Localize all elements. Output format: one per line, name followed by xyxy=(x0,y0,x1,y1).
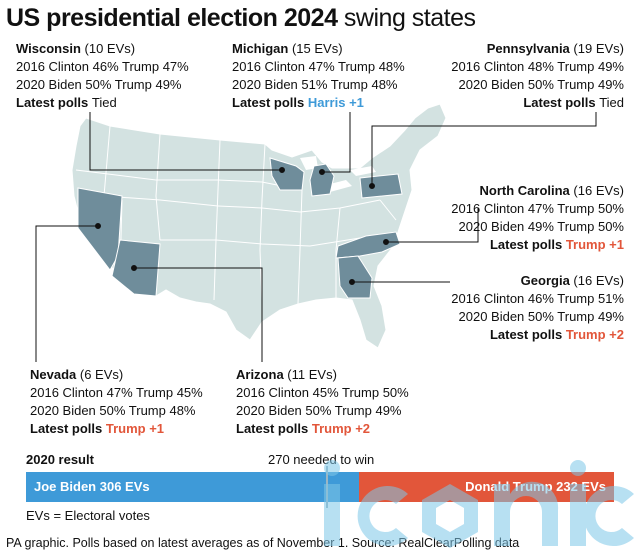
north-carolina-callout: North Carolina (16 EVs) 2016 Clinton 47%… xyxy=(451,182,624,254)
georgia-2016: 2016 Clinton 46% Trump 51% xyxy=(451,291,624,306)
leader-arizona xyxy=(134,267,263,362)
leader-lines xyxy=(35,112,597,362)
result-bar: Joe Biden 306 EVs Donald Trump 232 EVs xyxy=(26,472,614,502)
arizona-2016: 2016 Clinton 45% Trump 50% xyxy=(236,385,409,400)
wisconsin-polls: Latest polls Tied xyxy=(16,95,117,110)
legend-evs: EVs = Electoral votes xyxy=(26,508,150,523)
title-sub: swing states xyxy=(337,4,476,32)
leader-wisconsin xyxy=(89,112,282,171)
nevada-callout: Nevada (6 EVs) 2016 Clinton 47% Trump 45… xyxy=(30,366,203,438)
georgia-polls: Latest polls Trump +2 xyxy=(489,327,624,342)
arizona-callout: Arizona (11 EVs) 2016 Clinton 45% Trump … xyxy=(236,366,409,438)
north-carolina-2016: 2016 Clinton 47% Trump 50% xyxy=(451,201,624,216)
michigan-polls: Latest polls Harris +1 xyxy=(232,95,364,110)
arizona-polls: Latest polls Trump +2 xyxy=(236,421,371,436)
nevada-polls: Latest polls Trump +1 xyxy=(30,421,165,436)
page-title: US presidential election 2024 swing stat… xyxy=(6,4,476,33)
arizona-2020: 2020 Biden 50% Trump 49% xyxy=(236,403,402,418)
north-carolina-polls: Latest polls Trump +1 xyxy=(489,237,624,252)
wisconsin-2016: 2016 Clinton 46% Trump 47% xyxy=(16,59,189,74)
iconic-watermark-logo xyxy=(324,460,634,548)
georgia-callout: Georgia (16 EVs) 2016 Clinton 46% Trump … xyxy=(451,272,624,344)
dot-michigan xyxy=(319,169,325,175)
georgia-2020: 2020 Biden 50% Trump 49% xyxy=(458,309,625,324)
title-main: US presidential election 2024 xyxy=(6,4,338,32)
nevada-2020: 2020 Biden 50% Trump 48% xyxy=(30,403,196,418)
pennsylvania-heading: Pennsylvania (19 EVs) xyxy=(486,41,624,56)
great-lakes xyxy=(300,156,376,192)
nevada-heading: Nevada (6 EVs) xyxy=(30,367,124,382)
north-carolina-heading: North Carolina (16 EVs) xyxy=(479,183,625,198)
pennsylvania-2016: 2016 Clinton 48% Trump 49% xyxy=(451,59,624,74)
dot-north-carolina xyxy=(383,239,389,245)
state-nevada xyxy=(77,187,123,271)
georgia-heading: Georgia (16 EVs) xyxy=(520,273,624,288)
wisconsin-2020: 2020 Biden 50% Trump 49% xyxy=(16,77,182,92)
dot-wisconsin xyxy=(279,167,285,173)
pennsylvania-callout: Pennsylvania (19 EVs) 2016 Clinton 48% T… xyxy=(451,40,624,112)
arizona-heading: Arizona (11 EVs) xyxy=(236,367,337,382)
leader-michigan xyxy=(322,112,351,173)
state-georgia xyxy=(337,255,373,299)
pennsylvania-polls: Latest polls Tied xyxy=(523,95,624,110)
dot-arizona xyxy=(131,265,137,271)
michigan-2016: 2016 Clinton 47% Trump 48% xyxy=(232,59,405,74)
leader-pennsylvania xyxy=(371,112,597,186)
dot-georgia xyxy=(349,279,355,285)
dot-pennsylvania xyxy=(369,183,375,189)
leader-north-carolina xyxy=(386,208,479,243)
state-wisconsin xyxy=(269,157,305,191)
wisconsin-callout: Wisconsin (10 EVs) 2016 Clinton 46% Trum… xyxy=(16,40,189,112)
us-mainland-shape xyxy=(71,103,447,349)
leader-nevada xyxy=(35,225,98,362)
result-title: 2020 result xyxy=(26,452,94,467)
state-pennsylvania xyxy=(359,173,403,199)
michigan-heading: Michigan (15 EVs) xyxy=(232,41,343,56)
dot-nevada xyxy=(95,223,101,229)
michigan-callout: Michigan (15 EVs) 2016 Clinton 47% Trump… xyxy=(232,40,405,112)
michigan-2020: 2020 Biden 51% Trump 48% xyxy=(232,77,398,92)
wisconsin-heading: Wisconsin (10 EVs) xyxy=(16,41,136,56)
biden-segment: Joe Biden 306 EVs xyxy=(26,472,359,502)
nevada-2016: 2016 Clinton 47% Trump 45% xyxy=(30,385,203,400)
north-carolina-2020: 2020 Biden 49% Trump 50% xyxy=(458,219,625,234)
needed-to-win-label: 270 needed to win xyxy=(268,452,375,467)
pennsylvania-2020: 2020 Biden 50% Trump 49% xyxy=(458,77,625,92)
